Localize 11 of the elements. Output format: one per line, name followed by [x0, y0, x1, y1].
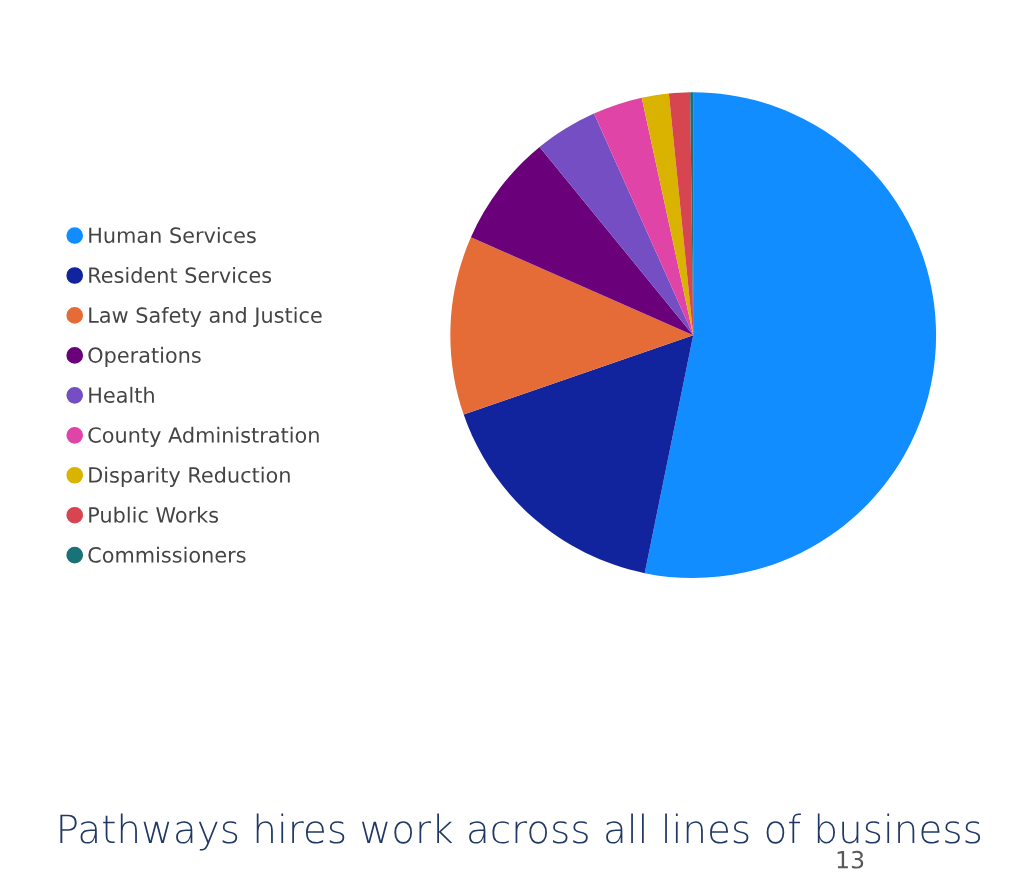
legend-label: Disparity Reduction [89, 466, 290, 487]
legend-label: Resident Services [89, 266, 272, 284]
legend-label: Operations [88, 346, 201, 368]
legend-label: Commissioners [88, 546, 246, 563]
text: 13 [837, 850, 864, 869]
legend-label: County Administration [88, 426, 319, 447]
text: Pathways hires work across all lines of business [60, 813, 981, 851]
legend-label: Public Works [89, 506, 219, 523]
legend-label: Health [89, 386, 154, 403]
legend-label: Human Services [89, 227, 256, 244]
legend-label: Law Safety and Justice [89, 306, 322, 328]
